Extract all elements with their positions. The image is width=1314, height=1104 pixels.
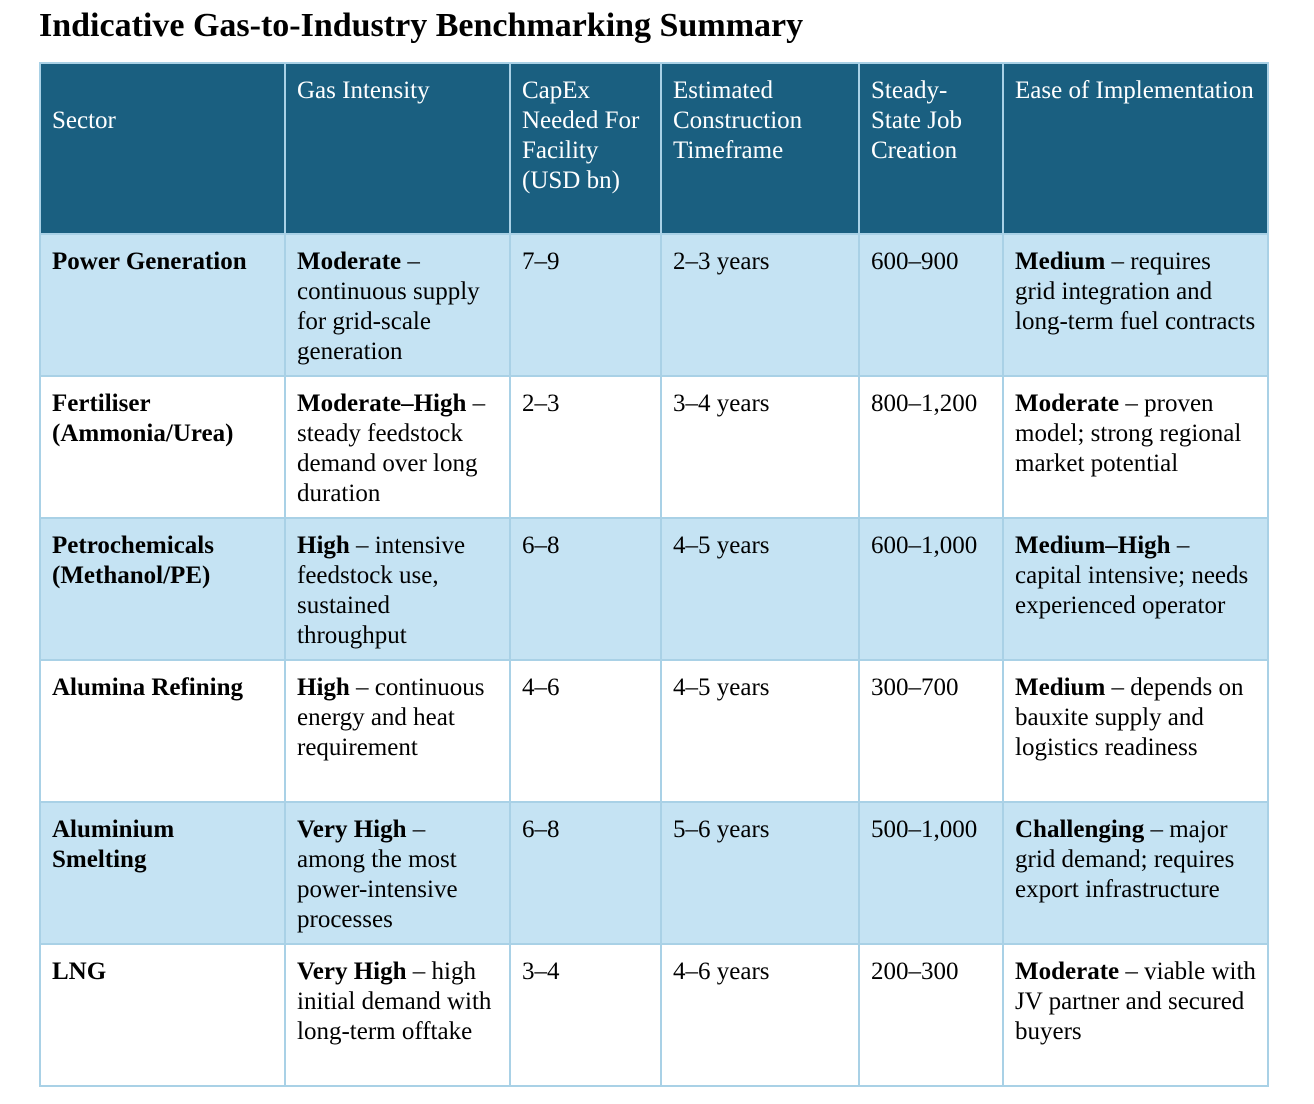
cell-text: – high initial demand with long-term off… (297, 958, 492, 1045)
table-cell: Medium – requires grid integration and l… (1002, 233, 1269, 377)
table-cell: 300–700 (858, 659, 1004, 803)
table-cell: High – intensive feedstock use, sustaine… (284, 517, 511, 661)
cell-text: – major grid demand; requires export inf… (1015, 816, 1235, 903)
header-cell: CapEx Needed For Facility (USD bn) (509, 62, 662, 235)
sector-cell: Aluminium Smelting (39, 801, 286, 945)
table-cell: 7–9 (509, 233, 662, 377)
table-cell: Very High – among the most power-intensi… (284, 801, 511, 945)
table-cell: 2–3 (509, 375, 662, 519)
table-row: Aluminium Smelting Very High – among the … (39, 801, 1269, 945)
table-cell: 600–1,000 (858, 517, 1004, 661)
table-cell: 4–5 years (660, 517, 860, 661)
benchmark-table: Sector Gas Intensity CapEx Needed For Faci… (39, 62, 1269, 1087)
cell-text: – steady feedstock demand over long dura… (297, 390, 486, 507)
table-cell: 6–8 (509, 801, 662, 945)
cell-text: – capital intensive; needs experienced o… (1015, 532, 1249, 619)
table-cell: 600–900 (858, 233, 1004, 377)
cell-text: – among the most power-intensive process… (297, 816, 458, 933)
header-cell: Ease of Implementation (1002, 62, 1269, 235)
header-cell: Sector (39, 62, 286, 235)
cell-emphasis: Very High (297, 816, 407, 843)
cell-emphasis: Moderate (1015, 390, 1120, 417)
header-cell: Gas Intensity (284, 62, 511, 235)
sector-cell: LNG (39, 943, 286, 1087)
table-row: Fertiliser (Ammonia/Urea) Moderate–High –… (39, 375, 1269, 519)
table-cell: 3–4 years (660, 375, 860, 519)
table-cell: 2–3 years (660, 233, 860, 377)
table-cell: Medium – depends on bauxite supply and l… (1002, 659, 1269, 803)
cell-emphasis: Moderate–High (297, 390, 467, 417)
table-cell: 4–6 (509, 659, 662, 803)
table-cell: 200–300 (858, 943, 1004, 1087)
table-cell: Moderate – viable with JV partner and se… (1002, 943, 1269, 1087)
cell-emphasis: Moderate (297, 248, 402, 275)
cell-text: – continuous supply for grid-scale gener… (297, 248, 480, 365)
cell-emphasis: High (297, 674, 350, 701)
table-cell: 500–1,000 (858, 801, 1004, 945)
sector-cell: Petrochemicals (Methanol/PE) (39, 517, 286, 661)
header-cell: Estimated Construction Timeframe (660, 62, 860, 235)
table-header: Sector Gas Intensity CapEx Needed For Faci… (39, 62, 1269, 235)
table-cell: 3–4 (509, 943, 662, 1087)
table-row: LNG Very High – high initial demand with … (39, 943, 1269, 1087)
table-row: Petrochemicals (Methanol/PE) High – inten… (39, 517, 1269, 661)
cell-emphasis: Moderate (1015, 958, 1120, 985)
table-cell: Medium–High – capital intensive; needs e… (1002, 517, 1269, 661)
cell-text: – depends on bauxite supply and logistic… (1015, 674, 1244, 761)
table-cell: 4–5 years (660, 659, 860, 803)
table-cell: 6–8 (509, 517, 662, 661)
cell-emphasis: Medium–High (1015, 532, 1171, 559)
cell-text: – intensive feedstock use, sustained thr… (297, 532, 466, 649)
sector-cell: Alumina Refining (39, 659, 286, 803)
cell-emphasis: High (297, 532, 350, 559)
table-cell: High – continuous energy and heat requir… (284, 659, 511, 803)
cell-emphasis: Challenging (1015, 816, 1145, 843)
cell-text: – continuous energy and heat requirement (297, 674, 485, 761)
table-cell: Moderate – continuous supply for grid-sc… (284, 233, 511, 377)
sector-cell: Power Generation (39, 233, 286, 377)
sector-cell: Fertiliser (Ammonia/Urea) (39, 375, 286, 519)
cell-text: – viable with JV partner and secured buy… (1015, 958, 1256, 1045)
table-cell: Moderate – proven model; strong regional… (1002, 375, 1269, 519)
header-row: Sector Gas Intensity CapEx Needed For Faci… (39, 62, 1269, 235)
table-cell: 4–6 years (660, 943, 860, 1087)
cell-text: – requires grid integration and long-ter… (1015, 248, 1256, 335)
cell-text: – proven model; strong regional market p… (1015, 390, 1242, 477)
table-cell: 800–1,200 (858, 375, 1004, 519)
header-cell: Steady-State Job Creation (858, 62, 1004, 235)
cell-emphasis: Very High (297, 958, 407, 985)
table-body: Power Generation Moderate – continuous su… (39, 233, 1269, 1087)
table-row: Power Generation Moderate – continuous su… (39, 233, 1269, 377)
cell-emphasis: Medium (1015, 248, 1106, 275)
cell-emphasis: Medium (1015, 674, 1106, 701)
table-cell: Very High – high initial demand with lon… (284, 943, 511, 1087)
table-cell: Challenging – major grid demand; require… (1002, 801, 1269, 945)
title: Indicative Gas-to-Industry Benchmarking … (39, 7, 804, 44)
table-row: Alumina Refining High – continuous energy… (39, 659, 1269, 803)
table-cell: Moderate–High – steady feedstock demand … (284, 375, 511, 519)
table-cell: 5–6 years (660, 801, 860, 945)
